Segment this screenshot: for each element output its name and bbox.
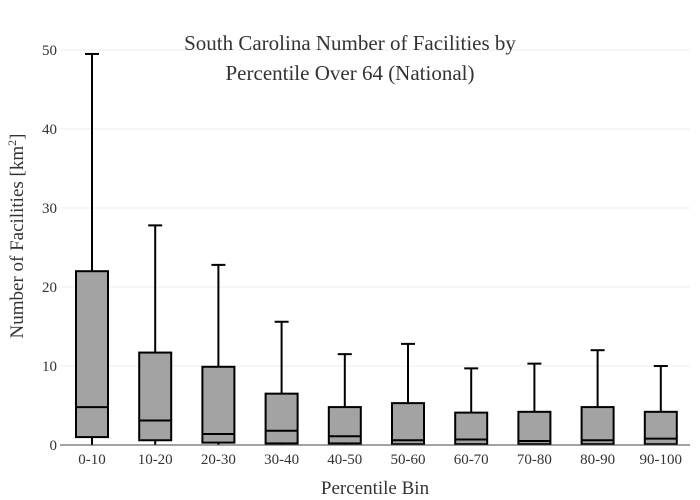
- box-90-100: [643, 365, 678, 446]
- box-80-90: [580, 349, 615, 446]
- y-tick-label: 30: [42, 201, 57, 217]
- box-20-30: [201, 263, 236, 445]
- y-axis-title-main: Number of Facilities [km: [7, 146, 28, 339]
- x-tick-label: 90-100: [640, 452, 683, 468]
- iqr-box: [580, 406, 615, 446]
- chart-title-line-2: Percentile Over 64 (National): [226, 61, 475, 85]
- box-0-10: [75, 52, 109, 445]
- y-axis-title-superscript: 2: [5, 140, 19, 146]
- x-tick-label: 30-40: [264, 452, 299, 468]
- box-70-80: [517, 362, 552, 446]
- gridlines: [60, 49, 690, 367]
- box-10-20: [138, 224, 173, 445]
- x-tick-label: 50-60: [391, 452, 426, 468]
- y-tick-labels: 0 10 20 30 40 50: [42, 43, 57, 454]
- y-axis-title: Number of Facilities [km2]: [5, 134, 28, 339]
- x-tick-label: 80-90: [580, 452, 615, 468]
- x-tick-label: 20-30: [201, 452, 236, 468]
- x-tick-label: 0-10: [78, 452, 106, 468]
- y-axis-title-close: ]: [7, 134, 28, 140]
- box-50-60: [391, 342, 425, 446]
- x-tick-label: 10-20: [138, 452, 173, 468]
- iqr-box: [138, 351, 173, 442]
- y-tick-label: 20: [42, 280, 57, 296]
- x-tick-labels: 0-10 10-20 20-30 30-40 40-50 50-60 60-70 70-80 8…: [78, 452, 682, 468]
- chart-title-line-1: South Carolina Number of Facilities by: [184, 31, 516, 55]
- iqr-box: [264, 392, 299, 445]
- y-tick-label: 10: [42, 359, 57, 375]
- y-tick-label: 0: [50, 438, 58, 454]
- x-tick-label: 70-80: [517, 452, 552, 468]
- iqr-box: [75, 270, 109, 439]
- iqr-box: [201, 365, 236, 444]
- y-tick-label: 40: [42, 122, 57, 138]
- x-tick-label: 60-70: [454, 452, 489, 468]
- y-tick-label: 50: [42, 43, 57, 59]
- box-30-40: [264, 320, 299, 445]
- x-tick-label: 40-50: [327, 452, 362, 468]
- box-40-50: [327, 353, 362, 445]
- iqr-box: [327, 406, 362, 445]
- iqr-box: [517, 410, 552, 446]
- box-series: [75, 52, 678, 446]
- x-axis-title: Percentile Bin: [321, 478, 430, 499]
- iqr-box: [391, 402, 425, 446]
- box-60-70: [454, 367, 489, 446]
